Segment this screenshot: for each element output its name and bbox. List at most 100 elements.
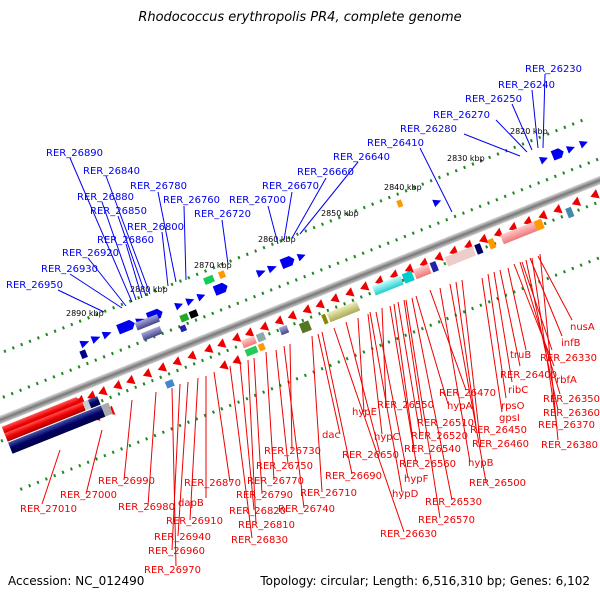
gene-label-reverse[interactable]: hypC <box>374 432 400 443</box>
gene-label-reverse[interactable]: RER_26370 <box>538 420 595 431</box>
gene-label-forward[interactable]: RER_26640 <box>333 152 390 163</box>
gene-label-reverse[interactable]: dapB <box>178 498 204 509</box>
gene-label-reverse[interactable]: RER_26710 <box>300 488 357 499</box>
forward-gene <box>212 282 228 296</box>
gene-label-forward[interactable]: RER_26780 <box>130 181 187 192</box>
gene-label-reverse[interactable]: RER_26550 <box>377 400 434 411</box>
domain-box <box>179 312 190 323</box>
gene-label-forward[interactable]: RER_26660 <box>297 167 354 178</box>
gene-label-reverse[interactable]: RER_26510 <box>417 418 474 429</box>
gene-label-reverse[interactable]: RER_26940 <box>154 532 211 543</box>
gene-label-reverse[interactable]: RER_26530 <box>425 497 482 508</box>
gene-label-reverse[interactable]: RER_26470 <box>439 388 496 399</box>
gene-label-forward[interactable]: RER_26930 <box>41 264 98 275</box>
forward-domains <box>79 199 404 360</box>
gene-label-reverse[interactable]: rpsO <box>501 401 525 412</box>
gene-label-reverse[interactable]: RER_27000 <box>60 490 117 501</box>
domain-box <box>179 324 188 333</box>
gene-label-reverse[interactable]: RER_27010 <box>20 504 77 515</box>
domain-bar <box>4 402 86 442</box>
gene-label-reverse[interactable]: RER_26740 <box>278 504 335 515</box>
gene-label-forward[interactable]: RER_26800 <box>127 222 184 233</box>
reverse-gene <box>493 227 504 238</box>
gene-label-reverse[interactable]: RER_26980 <box>118 502 175 513</box>
gene-label-reverse[interactable]: RER_26690 <box>325 471 382 482</box>
gene-label-reverse[interactable]: nusA <box>570 322 595 333</box>
gene-label-forward[interactable]: RER_26270 <box>433 110 490 121</box>
gene-label-forward[interactable]: RER_26410 <box>367 138 424 149</box>
gene-label-reverse[interactable]: RER_26970 <box>144 565 201 576</box>
gene-label-reverse[interactable]: gpsI <box>499 413 520 424</box>
scale-label: 2870 kbp <box>194 261 232 270</box>
gene-label-reverse[interactable]: RER_26820 <box>229 506 286 517</box>
leader-line <box>275 349 289 465</box>
gene-label-reverse[interactable]: dac <box>322 430 340 441</box>
reverse-gene <box>434 251 444 261</box>
gene-label-forward[interactable]: RER_26250 <box>465 94 522 105</box>
gene-label-reverse[interactable]: RER_26560 <box>399 459 456 470</box>
gene-label-forward[interactable]: RER_26920 <box>62 248 119 259</box>
gene-label-forward[interactable]: RER_26890 <box>46 148 103 159</box>
gene-label-reverse[interactable]: RER_26870 <box>184 478 241 489</box>
gene-label-reverse[interactable]: RER_26650 <box>342 450 399 461</box>
leader-line <box>403 299 423 421</box>
leader-line <box>213 371 231 483</box>
gene-label-reverse[interactable]: RER_26810 <box>238 520 295 531</box>
gene-label-forward[interactable]: RER_26700 <box>229 195 286 206</box>
gene-label-forward[interactable]: RER_26280 <box>400 124 457 135</box>
gene-label-reverse[interactable]: truB <box>510 350 531 361</box>
gene-label-forward[interactable]: RER_26950 <box>6 280 63 291</box>
gene-label-forward[interactable]: RER_26760 <box>163 195 220 206</box>
gene-label-reverse[interactable]: rbfA <box>556 375 577 386</box>
gene-label-forward[interactable]: RER_26840 <box>83 166 140 177</box>
leader-line <box>147 391 157 507</box>
reverse-gene <box>330 293 340 303</box>
gene-label-reverse[interactable]: hypB <box>468 458 494 469</box>
gene-label-reverse[interactable]: RER_26790 <box>236 490 293 501</box>
gene-label-reverse[interactable]: RER_26360 <box>543 408 600 419</box>
forward-gene <box>432 199 442 208</box>
gene-label-forward[interactable]: RER_26860 <box>97 235 154 246</box>
gene-label-reverse[interactable]: RER_26450 <box>470 425 527 436</box>
gene-label-reverse[interactable]: RER_26990 <box>98 476 155 487</box>
leader-line <box>369 311 403 493</box>
forward-gene <box>565 146 575 154</box>
gene-label-forward[interactable]: RER_26230 <box>525 64 582 75</box>
leader-line <box>117 215 147 297</box>
gene-label-reverse[interactable]: RER_26400 <box>500 370 557 381</box>
gene-label-reverse[interactable]: RER_26520 <box>411 431 468 442</box>
domain-bar <box>533 218 545 231</box>
gene-label-reverse[interactable]: ribC <box>508 385 528 396</box>
domain-box <box>141 325 163 341</box>
gene-label-reverse[interactable]: RER_26630 <box>380 529 437 540</box>
leader-line <box>123 399 133 481</box>
gene-label-forward[interactable]: RER_26720 <box>194 209 251 220</box>
gene-label-reverse[interactable]: RER_26570 <box>418 515 475 526</box>
leader-line <box>463 133 521 157</box>
gene-label-forward[interactable]: RER_26670 <box>262 181 319 192</box>
gene-label-forward[interactable]: RER_26850 <box>90 206 147 217</box>
gene-label-reverse[interactable]: RER_26730 <box>264 446 321 457</box>
forward-gene <box>550 148 564 161</box>
domain-bar <box>474 243 484 255</box>
gene-label-reverse[interactable]: RER_26770 <box>247 476 304 487</box>
gene-label-reverse[interactable]: RER_26540 <box>404 444 461 455</box>
leader-line <box>283 345 305 509</box>
gene-label-reverse[interactable]: RER_26380 <box>541 440 598 451</box>
gene-label-reverse[interactable]: hypF <box>404 474 429 485</box>
gene-label-reverse[interactable]: RER_26350 <box>543 394 600 405</box>
gene-label-reverse[interactable]: hypE <box>352 407 377 418</box>
gene-label-reverse[interactable]: infB <box>561 338 581 349</box>
gene-label-reverse[interactable]: hypA <box>447 401 473 412</box>
gene-label-forward[interactable]: RER_26880 <box>77 192 134 203</box>
gene-label-reverse[interactable]: RER_26750 <box>256 461 313 472</box>
gene-label-reverse[interactable]: RER_26460 <box>472 439 529 450</box>
gene-label-reverse[interactable]: RER_26330 <box>540 353 597 364</box>
gene-label-reverse[interactable]: RER_26830 <box>231 535 288 546</box>
gene-label-reverse[interactable]: RER_26960 <box>148 546 205 557</box>
gene-label-reverse[interactable]: RER_26500 <box>469 478 526 489</box>
gene-label-reverse[interactable]: RER_26910 <box>166 516 223 527</box>
gene-label-reverse[interactable]: hypD <box>392 489 419 500</box>
forward-gene <box>79 340 90 349</box>
gene-label-forward[interactable]: RER_26240 <box>498 80 555 91</box>
